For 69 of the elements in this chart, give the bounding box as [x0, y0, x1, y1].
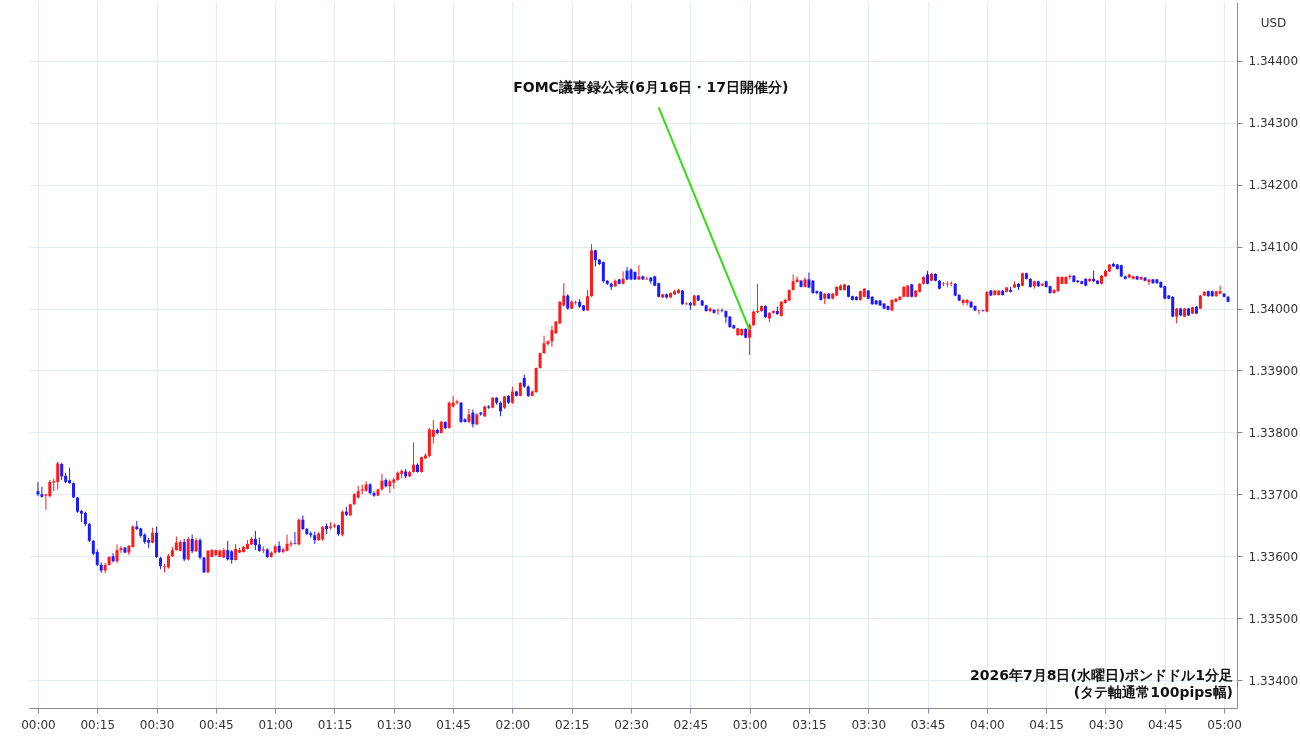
- x-tick-label: 01:30: [377, 717, 412, 732]
- x-tick-label: 04:15: [1029, 717, 1064, 732]
- candlestick: [586, 289, 590, 312]
- x-tick-label: 00:15: [80, 717, 116, 732]
- candlestick: [637, 264, 641, 281]
- y-tick-label: 1.33800: [1248, 425, 1299, 440]
- y-tick-label: 1.33900: [1248, 363, 1299, 378]
- candlestick: [206, 549, 210, 574]
- y-axis-title: USD: [1260, 15, 1287, 30]
- x-tick-label: 05:00: [1207, 717, 1242, 732]
- y-tick-label: 1.34300: [1248, 116, 1299, 131]
- x-tick-label: 04:45: [1147, 717, 1183, 732]
- candlestick: [807, 272, 811, 289]
- y-tick-label: 1.33700: [1248, 487, 1299, 502]
- x-tick-label: 00:00: [21, 717, 56, 732]
- y-tick-label: 1.34100: [1248, 240, 1299, 255]
- candlestick: [455, 399, 459, 406]
- candlestick: [621, 270, 625, 285]
- candlestick: [190, 534, 194, 554]
- annotation: FOMC議事録公表(6月16日・17日開催分): [513, 78, 789, 95]
- candlestick: [285, 534, 289, 552]
- x-tick-label: 02:45: [673, 717, 709, 732]
- candlestick: [226, 540, 230, 562]
- candlestick: [1218, 285, 1222, 295]
- candlestick: [981, 309, 985, 313]
- x-tick-label: 01:00: [258, 717, 293, 732]
- candlestick: [712, 308, 716, 315]
- x-tick-label: 04:00: [970, 717, 1005, 732]
- x-tick-label: 00:30: [139, 717, 175, 732]
- x-tick-label: 03:45: [910, 717, 946, 732]
- x-tick-label: 01:15: [317, 717, 353, 732]
- x-tick-label: 01:45: [436, 717, 471, 732]
- x-tick-label: 03:00: [732, 717, 768, 732]
- x-tick-label: 02:15: [554, 717, 590, 732]
- candlestick: [459, 401, 463, 424]
- candlestick: [961, 298, 965, 306]
- candlestick: [87, 522, 91, 543]
- y-tick-label: 1.34200: [1248, 178, 1299, 193]
- candlestick: [182, 538, 186, 562]
- x-tick-label: 03:30: [851, 717, 887, 732]
- x-tick-label: 00:45: [199, 717, 234, 732]
- candlestick: [380, 473, 384, 492]
- candlestick: [1147, 278, 1151, 286]
- x-tick-label: 03:15: [792, 717, 827, 732]
- candlestick: [340, 509, 344, 537]
- y-tick-label: 1.33500: [1248, 611, 1299, 626]
- x-tick-label: 02:30: [614, 717, 649, 732]
- y-tick-label: 1.33600: [1248, 549, 1299, 564]
- candlestick: [40, 486, 44, 498]
- candlestick: [36, 481, 40, 497]
- y-tick-label: 1.34400: [1248, 54, 1299, 69]
- candlestick: [550, 325, 554, 348]
- candlestick: [277, 540, 281, 554]
- candlestick: [716, 308, 720, 316]
- candlestick: [601, 260, 605, 284]
- candlestick: [56, 461, 60, 490]
- candlestick: [724, 309, 728, 324]
- candlestick: [115, 544, 119, 564]
- candlestick: [965, 298, 969, 306]
- candlestick: [977, 309, 981, 315]
- x-tick-label: 04:30: [1088, 717, 1124, 732]
- y-tick-label: 1.33400: [1248, 673, 1299, 688]
- annotation: 2026年7月8日(水曜日)ポンドドル1分足: [970, 667, 1233, 683]
- candlestick: [293, 531, 297, 546]
- x-tick-label: 02:00: [495, 717, 531, 732]
- candlestick: [186, 536, 190, 562]
- y-tick-label: 1.34000: [1248, 302, 1299, 317]
- candlestick: [253, 530, 257, 551]
- annotation: (タテ軸通常100pips幅): [1073, 684, 1233, 700]
